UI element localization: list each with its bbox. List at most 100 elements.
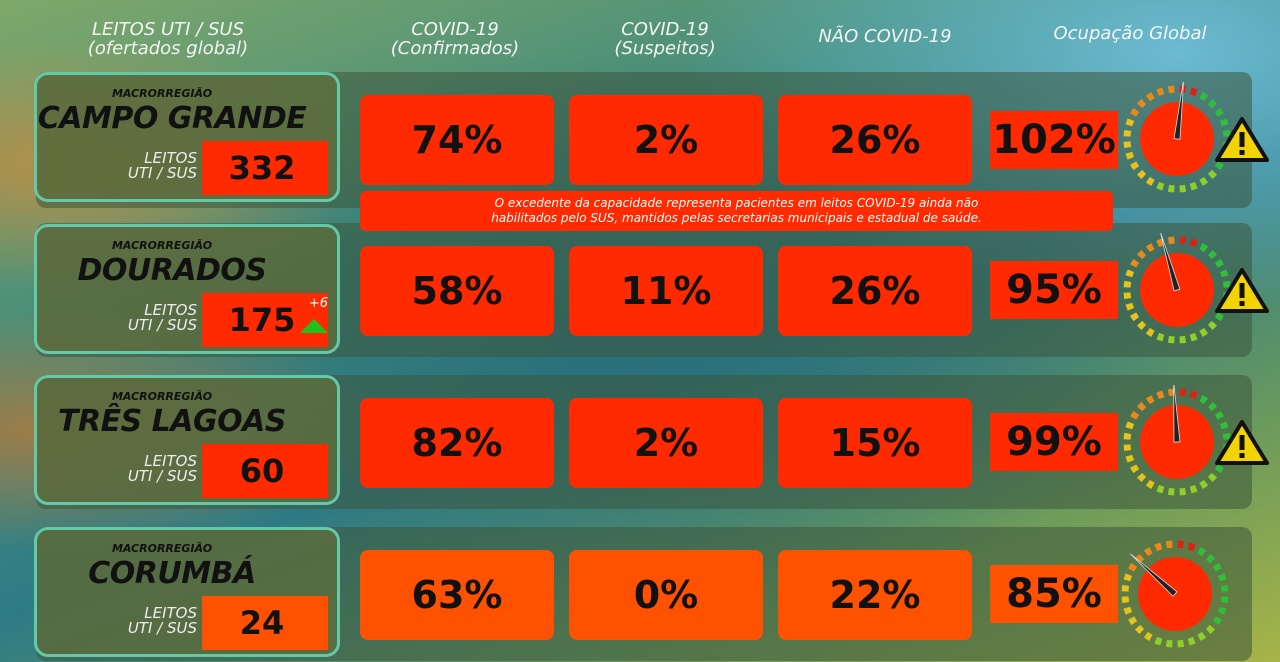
gauge-icon-segment — [1123, 444, 1132, 452]
capacity-note-line2: habilitados pelo SUS, mantidos pelas sec… — [491, 211, 982, 225]
gauge-icon-segment — [1212, 562, 1222, 572]
leitos-count: 175 +6 — [202, 293, 328, 347]
capacity-note: O excedente da capacidade representa pac… — [360, 191, 1113, 231]
gauge-icon-segment — [1220, 584, 1229, 592]
gauge-icon-needle — [1130, 553, 1178, 597]
gauge-icon-segment — [1222, 432, 1231, 440]
gauge-icon-segment — [1187, 636, 1196, 646]
leitos-label-line1: LEITOS — [144, 604, 197, 622]
gauge-icon-segment — [1187, 542, 1196, 552]
covid-confirmados-value: 58% — [360, 246, 554, 336]
gauge-icon-segment — [1156, 390, 1165, 400]
gauge-icon-segment — [1123, 280, 1132, 288]
leitos-count: 60 — [202, 444, 328, 498]
macro-label: MACRORREGIÃO — [111, 390, 213, 403]
ocupacao-gauge — [1120, 232, 1234, 347]
gauge-icon-segment — [1214, 161, 1224, 171]
covid-confirmados-value: 74% — [360, 95, 554, 185]
gauge-icon-segment — [1197, 631, 1207, 641]
leitos-count: 332 — [202, 141, 328, 195]
gauge-icon-segment — [1128, 562, 1138, 572]
header-leitos-line1: LEITOS UTI / SUS — [91, 19, 245, 40]
covid-confirmados-value: 63% — [360, 550, 554, 640]
gauge-icon-segment — [1130, 258, 1140, 268]
warning-icon-wrap — [1214, 267, 1270, 315]
gauge-icon-segment — [1145, 92, 1155, 102]
warning-icon-wrap — [1214, 116, 1270, 164]
gauge-icon-segment — [1179, 335, 1187, 344]
gauge-icon-segment — [1156, 484, 1165, 494]
macro-label: MACRORREGIÃO — [111, 239, 213, 252]
gauge-icon-segment — [1189, 238, 1198, 248]
gauge-icon-segment — [1205, 553, 1216, 564]
up-arrow-icon — [300, 319, 328, 333]
gauge-icon-segment — [1123, 432, 1132, 440]
gauge-icon-segment — [1179, 184, 1187, 193]
region-card: MACRORREGIÃO DOURADOS LEITOS UTI / SUS 175 +6 — [34, 224, 340, 354]
gauge-icon-segment — [1130, 464, 1140, 474]
covid-confirmados-value: 82% — [360, 398, 554, 488]
gauge-icon-segment — [1121, 596, 1130, 604]
macro-label: MACRORREGIÃO — [111, 87, 213, 100]
gauge-icon-segment — [1143, 547, 1153, 557]
gauge-icon-segment — [1156, 87, 1165, 97]
gauge-icon-segment — [1134, 624, 1145, 635]
gauge-icon-segment — [1177, 540, 1185, 549]
gauge-icon-segment — [1217, 573, 1227, 582]
leitos-count-value: 175 — [228, 301, 296, 339]
region-name: CAMPO GRANDE — [37, 101, 307, 136]
gauge-icon-segment — [1145, 243, 1155, 253]
region-card: MACRORREGIÃO CORUMBÁ LEITOS UTI / SUS 24 — [34, 527, 340, 657]
nao-covid-value: 15% — [778, 398, 972, 488]
gauge-icon-segment — [1167, 487, 1175, 496]
header-ocupacao: Ocupação Global — [1030, 24, 1230, 43]
leitos-label: LEITOS UTI / SUS — [107, 454, 197, 484]
gauge-icon-segment — [1199, 479, 1209, 489]
ocupacao-value: 85% — [990, 565, 1118, 623]
header-nao-covid-text: NÃO COVID-19 — [818, 26, 952, 47]
gauge-icon-segment — [1130, 161, 1140, 171]
leitos-count: 24 — [202, 596, 328, 650]
gauge-icon-segment — [1219, 118, 1229, 127]
gauge-icon-segment — [1123, 573, 1133, 582]
leitos-count-value: 24 — [239, 604, 285, 642]
gauge-icon-needle — [1173, 79, 1185, 140]
header-covid-susp-line1: COVID-19 — [621, 19, 709, 40]
gauge-icon-segment — [1128, 616, 1138, 626]
nao-covid-value: 26% — [778, 246, 972, 336]
header-leitos-line2: (ofertados global) — [87, 38, 249, 59]
gauge-icon-segment — [1156, 181, 1165, 191]
covid-suspeitos-value: 2% — [569, 95, 763, 185]
gauge-icon-segment — [1199, 176, 1209, 186]
header-covid-confirmados: COVID-19 (Confirmados) — [350, 20, 560, 58]
region-card: MACRORREGIÃO CAMPO GRANDE LEITOS UTI / SUS 3… — [34, 72, 340, 202]
gauge-icon-segment — [1167, 184, 1175, 193]
gauge-icon-segment — [1167, 236, 1175, 245]
gauge-icon-segment — [1207, 98, 1218, 109]
gauge-icon-segment — [1177, 639, 1185, 648]
gauge-icon-segment — [1197, 547, 1207, 557]
gauge-icon-needle — [1173, 382, 1181, 443]
gauge-icon-segment — [1136, 169, 1147, 180]
gauge-icon-segment — [1217, 606, 1227, 615]
gauge-icon-segment — [1179, 388, 1187, 397]
gauge-icon-needle — [1160, 232, 1181, 292]
gauge-icon-segment — [1220, 596, 1229, 604]
gauge-icon — [1123, 232, 1231, 344]
gauge-icon-segment — [1189, 332, 1198, 342]
gauge-icon-segment — [1222, 129, 1231, 137]
header-covid-suspeitos: COVID-19 (Suspeitos) — [565, 20, 765, 58]
gauge-icon-segment — [1207, 320, 1218, 331]
gauge-icon-segment — [1199, 395, 1209, 405]
warning-icon — [1215, 117, 1269, 162]
gauge-icon-segment — [1136, 249, 1147, 260]
gauge-icon-segment — [1145, 327, 1155, 337]
gauge-icon-segment — [1214, 464, 1224, 474]
gauge-icon-segment — [1125, 302, 1135, 311]
leitos-label-line2: UTI / SUS — [127, 619, 197, 637]
gauge-icon-segment — [1189, 181, 1198, 191]
warning-icon — [1215, 420, 1269, 465]
gauge-icon-segment — [1189, 390, 1198, 400]
gauge-icon — [1123, 382, 1231, 496]
gauge-icon-segment — [1145, 176, 1155, 186]
